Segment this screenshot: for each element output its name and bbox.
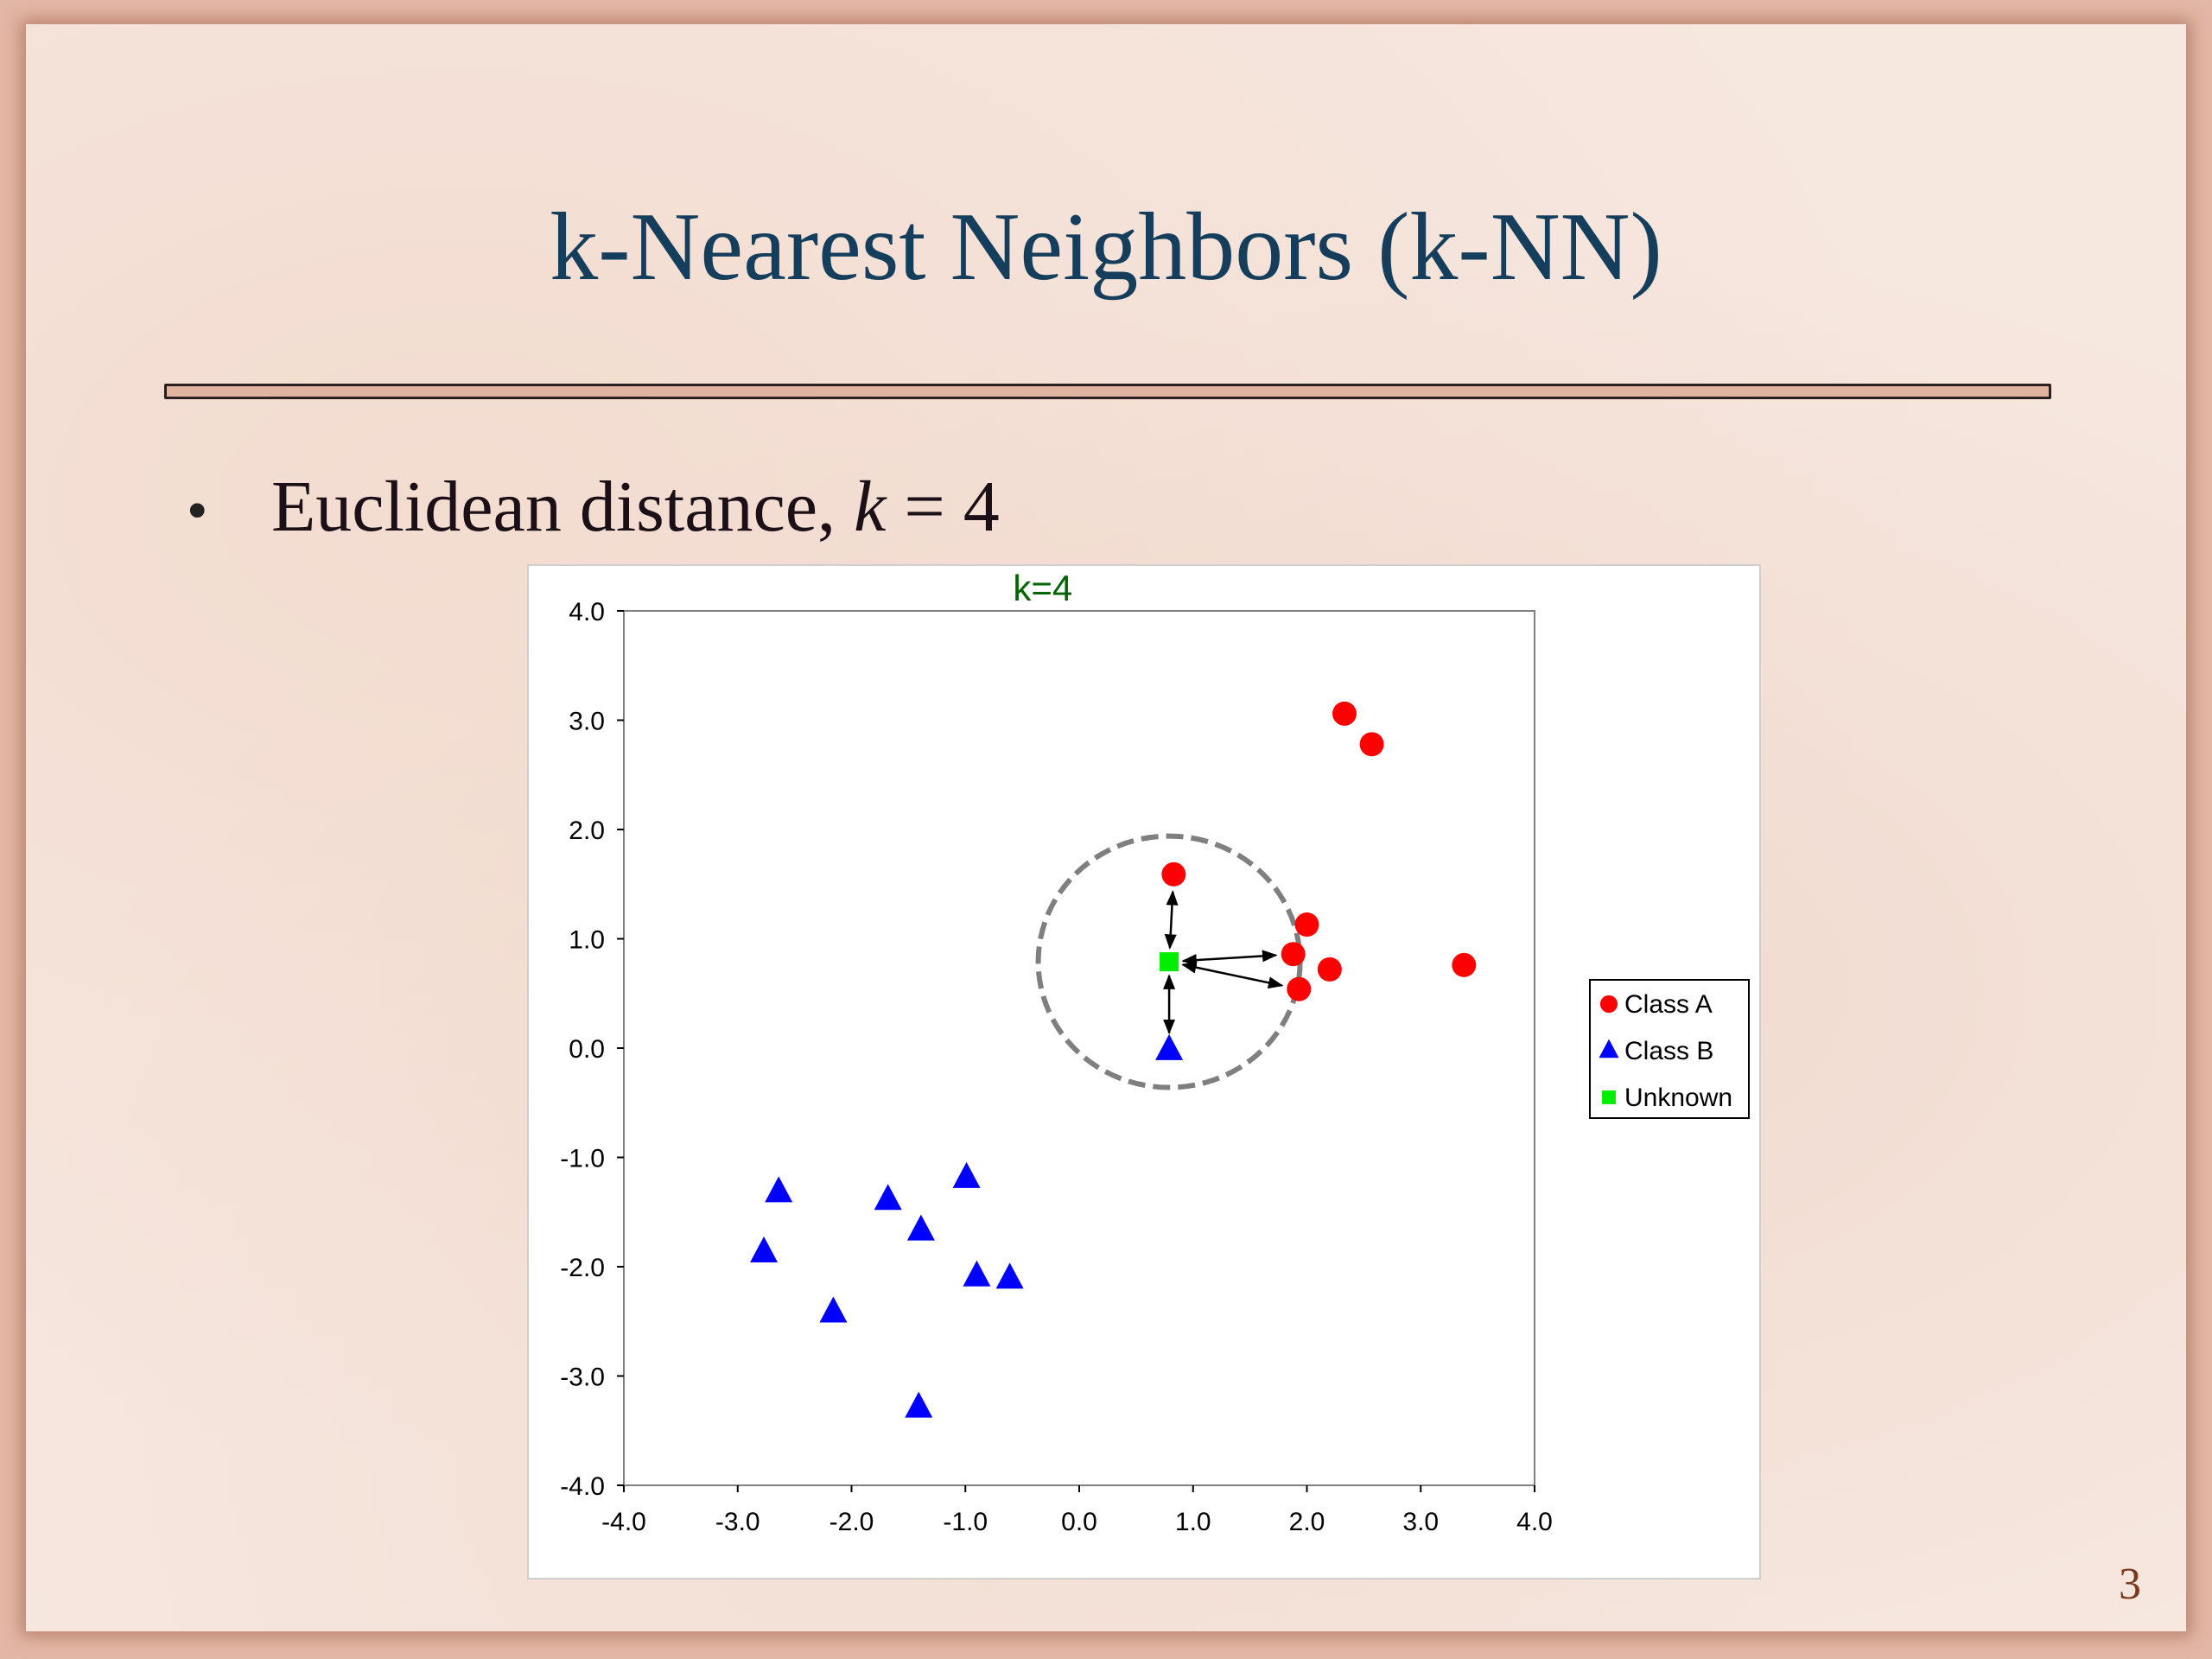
- legend-unknown-marker: [1602, 1090, 1616, 1104]
- legend-label: Class A: [1624, 990, 1713, 1019]
- y-tick-label: 0.0: [569, 1035, 605, 1064]
- class-b-point: [765, 1176, 793, 1203]
- class-a-point: [1287, 976, 1312, 1001]
- class-b-point: [1155, 1033, 1184, 1060]
- neighbor-distance-arrow: [1164, 890, 1179, 950]
- legend-label: Unknown: [1624, 1084, 1732, 1112]
- x-tick-label: 3.0: [1402, 1508, 1439, 1536]
- y-tick-label: -4.0: [560, 1472, 605, 1501]
- x-tick-label: -1.0: [943, 1508, 988, 1536]
- x-tick-label: 0.0: [1061, 1508, 1097, 1536]
- class-a-point: [1294, 912, 1319, 938]
- bullet-text: Euclidean distance, k = 4: [271, 465, 1000, 549]
- legend-class-b-marker: [1599, 1039, 1619, 1058]
- class-b-point: [819, 1296, 848, 1323]
- knn-chart-svg: k=4 4.0 3.0 2.0 1.0 0.0 -1.0 -2.0 -3.0 -4.0 -4.0 -3…: [560, 568, 1750, 1536]
- class-a-point: [1281, 942, 1306, 967]
- bullet-text-variable: k: [854, 467, 887, 547]
- x-tick-label: -3.0: [715, 1508, 760, 1536]
- x-tick-label: -2.0: [830, 1508, 874, 1536]
- class-b-point: [906, 1214, 935, 1241]
- y-tick-label: -1.0: [560, 1145, 605, 1173]
- slide-title: k-Nearest Neighbors (k-NN): [550, 194, 1662, 301]
- y-tick-label: 2.0: [569, 817, 605, 845]
- y-tick-label: -3.0: [560, 1363, 605, 1392]
- y-tick-label: 4.0: [569, 598, 605, 626]
- x-tick-label: 4.0: [1516, 1508, 1553, 1536]
- legend-label: Class B: [1624, 1037, 1713, 1065]
- class-b-point: [963, 1260, 991, 1287]
- title-divider: [164, 384, 2051, 399]
- legend-class-a-marker: [1599, 995, 1618, 1014]
- class-a-point: [1161, 861, 1186, 887]
- class-a-point: [1452, 952, 1477, 977]
- x-tick-label: 2.0: [1289, 1508, 1325, 1536]
- class-b-point: [952, 1161, 981, 1188]
- y-tick-label: 1.0: [569, 926, 605, 955]
- class-b-point: [750, 1236, 779, 1262]
- class-a-point: [1359, 732, 1384, 757]
- page-number: 3: [2119, 1560, 2141, 1609]
- neighbor-distance-arrow: [1181, 950, 1278, 967]
- plot-area-frame: [623, 610, 1535, 1486]
- bullet-text-prefix: Euclidean distance,: [271, 467, 855, 547]
- y-tick-label: -2.0: [560, 1254, 605, 1282]
- class-b-point: [874, 1184, 902, 1211]
- class-b-point: [905, 1391, 933, 1418]
- class-b-point: [995, 1262, 1024, 1289]
- bullet-text-suffix: = 4: [886, 467, 1000, 547]
- bullet-point-icon: •: [187, 478, 208, 544]
- y-tick-label: 3.0: [569, 708, 605, 736]
- class-a-point: [1332, 701, 1357, 726]
- chart-title: k=4: [1013, 568, 1072, 608]
- knn-chart: k=4 4.0 3.0 2.0 1.0 0.0 -1.0 -2.0 -3.0 -4.0 -4.0 -3…: [527, 564, 1761, 1580]
- x-tick-label: 1.0: [1175, 1508, 1211, 1536]
- unknown-point: [1160, 952, 1179, 972]
- class-a-point: [1317, 957, 1342, 982]
- x-tick-label: -4.0: [601, 1508, 646, 1536]
- neighbor-distance-arrow: [1181, 961, 1284, 989]
